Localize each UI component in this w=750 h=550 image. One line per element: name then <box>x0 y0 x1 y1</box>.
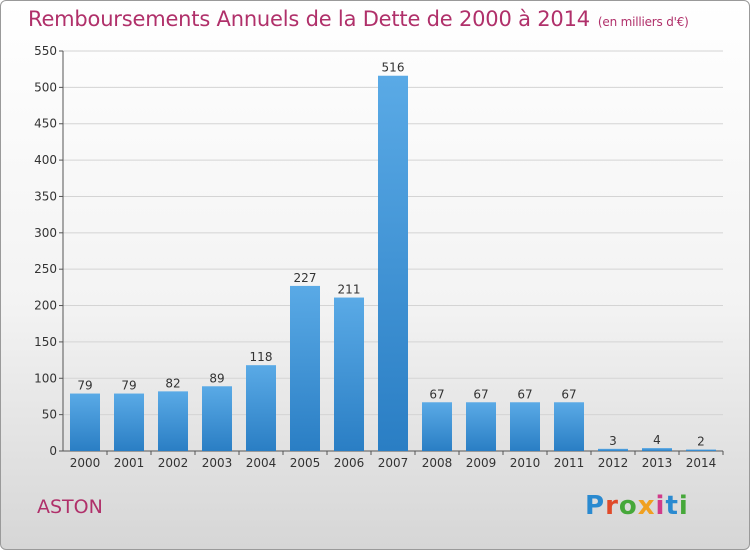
y-tick-label: 150 <box>34 335 57 349</box>
bar-2011 <box>554 402 584 451</box>
bar-2000 <box>70 393 100 451</box>
data-label-2014: 2 <box>697 435 705 449</box>
x-tick-label-2001: 2001 <box>114 456 145 470</box>
chart-subtitle: (en milliers d'€) <box>597 15 689 29</box>
y-tick-label: 400 <box>34 153 57 167</box>
bar-2004 <box>246 365 276 451</box>
x-tick-label-2014: 2014 <box>686 456 717 470</box>
x-tick-label-2005: 2005 <box>290 456 321 470</box>
y-tick-label: 50 <box>42 408 57 422</box>
y-tick-label: 250 <box>34 262 57 276</box>
data-label-2007: 516 <box>382 61 405 75</box>
data-label-2010: 67 <box>517 387 532 401</box>
data-label-2005: 227 <box>294 271 317 285</box>
data-label-2008: 67 <box>429 387 444 401</box>
x-tick-label-2002: 2002 <box>158 456 189 470</box>
bar-2003 <box>202 386 232 451</box>
bar-2014 <box>686 449 716 451</box>
x-tick-label-2004: 2004 <box>246 456 277 470</box>
y-tick-label: 550 <box>34 44 57 58</box>
bar-2005 <box>290 285 320 451</box>
y-tick-label: 300 <box>34 226 57 240</box>
bar-2012 <box>598 448 628 451</box>
x-tick-label-2013: 2013 <box>642 456 673 470</box>
x-tick-label-2009: 2009 <box>466 456 497 470</box>
bar-2002 <box>158 391 188 451</box>
bar-2001 <box>114 393 144 451</box>
bar-2008 <box>422 402 452 451</box>
x-tick-label-2000: 2000 <box>70 456 101 470</box>
chart-title-text: Remboursements Annuels de la Dette de 20… <box>28 7 590 31</box>
x-tick-label-2006: 2006 <box>334 456 365 470</box>
y-tick-label: 100 <box>34 371 57 385</box>
x-tick-label-2007: 2007 <box>378 456 409 470</box>
x-tick-label-2011: 2011 <box>554 456 585 470</box>
y-tick-label: 200 <box>34 299 57 313</box>
x-tick-label-2010: 2010 <box>510 456 541 470</box>
y-tick-label: 450 <box>34 117 57 131</box>
chart-title: Remboursements Annuels de la Dette de 20… <box>28 7 689 31</box>
data-label-2002: 82 <box>165 376 180 390</box>
data-label-2009: 67 <box>473 387 488 401</box>
bar-2006 <box>334 297 364 451</box>
data-label-2006: 211 <box>338 283 361 297</box>
data-label-2000: 79 <box>77 379 92 393</box>
y-tick-label: 500 <box>34 80 57 94</box>
data-label-2013: 4 <box>653 433 661 447</box>
x-tick-label-2003: 2003 <box>202 456 233 470</box>
bar-2013 <box>642 448 672 451</box>
data-label-2001: 79 <box>121 379 136 393</box>
data-label-2004: 118 <box>250 350 273 364</box>
x-tick-label-2012: 2012 <box>598 456 629 470</box>
data-label-2003: 89 <box>209 371 224 385</box>
proxiti-logo: Proxiti <box>585 491 689 521</box>
x-tick-label-2008: 2008 <box>422 456 453 470</box>
commune-name: ASTON <box>37 496 103 518</box>
y-tick-label: 350 <box>34 189 57 203</box>
bar-2007 <box>378 75 408 452</box>
bar-2010 <box>510 402 540 451</box>
data-label-2011: 67 <box>561 387 576 401</box>
bar-2009 <box>466 402 496 451</box>
y-tick-label: 0 <box>49 444 57 458</box>
data-label-2012: 3 <box>609 434 617 448</box>
